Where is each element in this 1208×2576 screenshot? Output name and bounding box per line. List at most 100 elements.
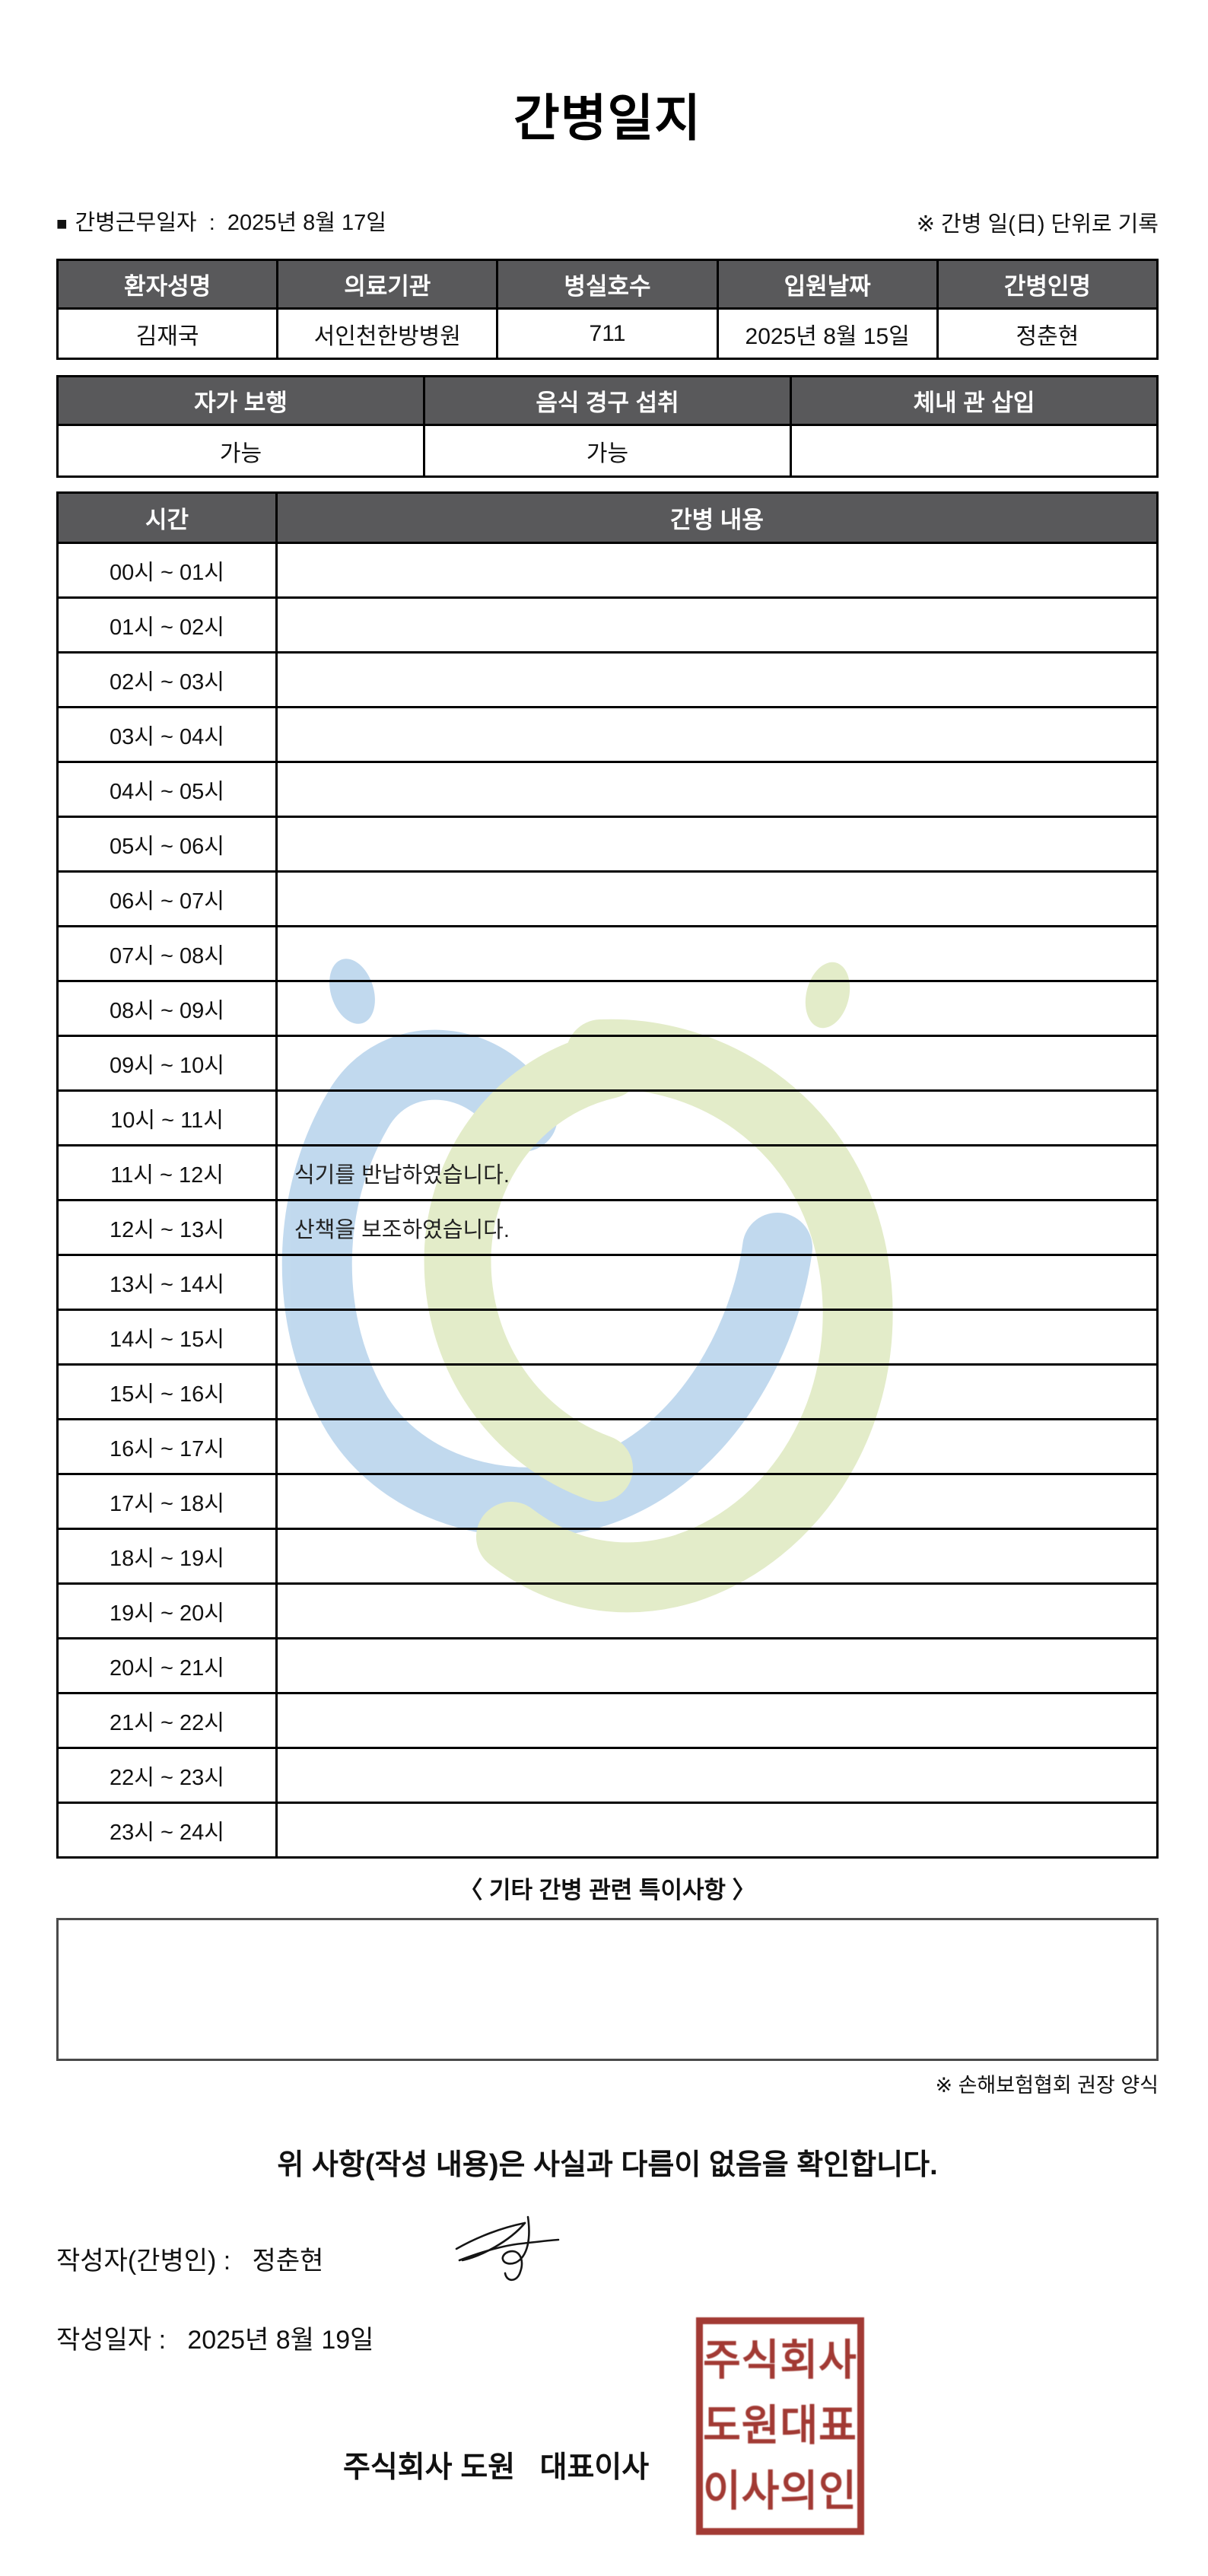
value-cell-oral-intake: 가능 [423,424,792,478]
time-cell: 06시 ~ 07시 [56,870,278,927]
header-cell-admission-date: 입원날짜 [716,259,939,310]
patient-header-row: 환자성명 의료기관 병실호수 입원날짜 간병인명 [56,259,1159,310]
care-log-row: 13시 ~ 14시 [56,1254,1159,1311]
header-cell-care-content: 간병 내용 [275,491,1159,544]
notes-title: 〈 기타 간병 관련 특이사항 〉 [459,1877,756,1903]
time-cell: 05시 ~ 06시 [56,816,278,873]
care-log-header-row: 시간 간병 내용 [56,491,1159,544]
form-note: ※ 손해보험협회 권장 양식 [935,2074,1159,2097]
care-content-cell: 식기를 반납하였습니다. [275,1144,1159,1201]
care-content-cell [275,980,1159,1037]
care-content-cell [275,1582,1159,1639]
care-log-table: 시간 간병 내용 00시 ~ 01시 01시 ~ 02시 [56,491,1159,1859]
care-content-cell [275,1802,1159,1859]
value-cell-tube-insertion [790,424,1159,478]
corporate-seal: 주식회사 도원대표 이사의인 [696,2317,864,2535]
header-cell-self-walking: 자가 보행 [56,375,425,426]
header-cell-caregiver-name: 간병인명 [936,259,1159,310]
care-content-cell [275,1528,1159,1585]
seal-line: 도원대표 [703,2402,857,2450]
patient-value-row: 김재국 서인천한방병원 711 2025년 8월 15일 정춘현 [56,307,1159,360]
status-value-row: 가능 가능 [56,424,1159,478]
value-cell-patient-name: 김재국 [56,307,279,360]
time-cell: 01시 ~ 02시 [56,596,278,654]
care-content-cell [275,1473,1159,1530]
care-content-cell [275,870,1159,927]
work-date-text: 간병근무일자 : 2025년 8월 17일 [75,211,386,235]
time-cell: 17시 ~ 18시 [56,1473,278,1530]
seal-line: 이사의인 [703,2467,857,2516]
time-cell: 18시 ~ 19시 [56,1528,278,1585]
value-cell-admission-date: 2025년 8월 15일 [716,307,939,360]
time-cell: 10시 ~ 11시 [56,1089,278,1146]
care-content-cell [275,1418,1159,1475]
caregiver-signature [455,2215,560,2282]
time-cell: 21시 ~ 22시 [56,1692,278,1749]
mobility-status-table: 자가 보행 음식 경구 섭취 체내 관 삽입 가능 가능 [56,375,1159,478]
patient-info-table: 환자성명 의료기관 병실호수 입원날짜 간병인명 김재국 서인천한방병원 711… [56,259,1159,360]
care-log-row: 17시 ~ 18시 [56,1473,1159,1530]
value-cell-medical-institution: 서인천한방병원 [276,307,499,360]
care-content-cell [275,761,1159,818]
time-cell: 00시 ~ 01시 [56,542,278,599]
header-cell-oral-intake: 음식 경구 섭취 [423,375,792,426]
company-ceo-line: 주식회사 도원 대표이사 [343,2451,650,2484]
care-log-row: 16시 ~ 17시 [56,1418,1159,1475]
document-title: 간병일지 [513,90,701,146]
seal-line: 주식회사 [703,2336,857,2385]
care-content-cell [275,596,1159,654]
unit-note: ※ 간병 일(日) 단위로 기록 [916,212,1159,237]
header-cell-patient-name: 환자성명 [56,259,279,310]
header-cell-time: 시간 [56,491,278,544]
care-content-cell [275,925,1159,982]
writer-line: 작성자(간병인) : 정춘현 [56,2247,324,2275]
care-content-cell: 산책을 보조하였습니다. [275,1199,1159,1256]
write-date-line: 작성일자 : 2025년 8월 19일 [56,2326,374,2355]
time-cell: 15시 ~ 16시 [56,1363,278,1420]
care-content-cell [275,1309,1159,1366]
header-cell-tube-insertion: 체내 관 삽입 [790,375,1159,426]
time-cell: 23시 ~ 24시 [56,1802,278,1859]
care-log-row: 09시 ~ 10시 [56,1035,1159,1092]
work-date-line: ■ 간병근무일자 : 2025년 8월 17일 [56,210,386,237]
care-content-cell [275,706,1159,763]
document-content: 간병일지 ■ 간병근무일자 : 2025년 8월 17일 ※ 간병 일(日) 단위… [56,0,1159,2184]
care-log-row: 07시 ~ 08시 [56,925,1159,982]
notes-box [56,1918,1159,2061]
care-content-cell [275,651,1159,708]
time-cell: 19시 ~ 20시 [56,1582,278,1639]
time-cell: 11시 ~ 12시 [56,1144,278,1201]
care-content-cell [275,1254,1159,1311]
care-log-row: 02시 ~ 03시 [56,651,1159,708]
care-log-row: 22시 ~ 23시 [56,1747,1159,1804]
care-log-row: 15시 ~ 16시 [56,1363,1159,1420]
work-date-row: ■ 간병근무일자 : 2025년 8월 17일 ※ 간병 일(日) 단위로 기록 [56,210,1159,237]
care-log-row: 23시 ~ 24시 [56,1802,1159,1859]
time-cell: 09시 ~ 10시 [56,1035,278,1092]
confirmation-statement: 위 사항(작성 내용)은 사실과 다름이 없음을 확인합니다. [277,2149,938,2181]
care-log-row: 18시 ~ 19시 [56,1528,1159,1585]
care-content-cell [275,1035,1159,1092]
care-log-row: 10시 ~ 11시 [56,1089,1159,1146]
care-log-row: 06시 ~ 07시 [56,870,1159,927]
time-cell: 12시 ~ 13시 [56,1199,278,1256]
time-cell: 03시 ~ 04시 [56,706,278,763]
time-cell: 20시 ~ 21시 [56,1637,278,1694]
care-log-row: 20시 ~ 21시 [56,1637,1159,1694]
time-cell: 07시 ~ 08시 [56,925,278,982]
care-log-row: 14시 ~ 15시 [56,1309,1159,1366]
time-cell: 04시 ~ 05시 [56,761,278,818]
time-cell: 08시 ~ 09시 [56,980,278,1037]
care-log-body: 00시 ~ 01시 01시 ~ 02시 02시 ~ 03시 03 [56,542,1159,1859]
care-content-cell [275,542,1159,599]
time-cell: 22시 ~ 23시 [56,1747,278,1804]
care-log-row: 08시 ~ 09시 [56,980,1159,1037]
value-cell-self-walking: 가능 [56,424,425,478]
care-log-row: 00시 ~ 01시 [56,542,1159,599]
care-log-row: 19시 ~ 20시 [56,1582,1159,1639]
time-cell: 13시 ~ 14시 [56,1254,278,1311]
status-header-row: 자가 보행 음식 경구 섭취 체내 관 삽입 [56,375,1159,426]
care-log-row: 11시 ~ 12시 식기를 반납하였습니다. [56,1144,1159,1201]
header-cell-medical-institution: 의료기관 [276,259,499,310]
care-content-cell [275,1089,1159,1146]
